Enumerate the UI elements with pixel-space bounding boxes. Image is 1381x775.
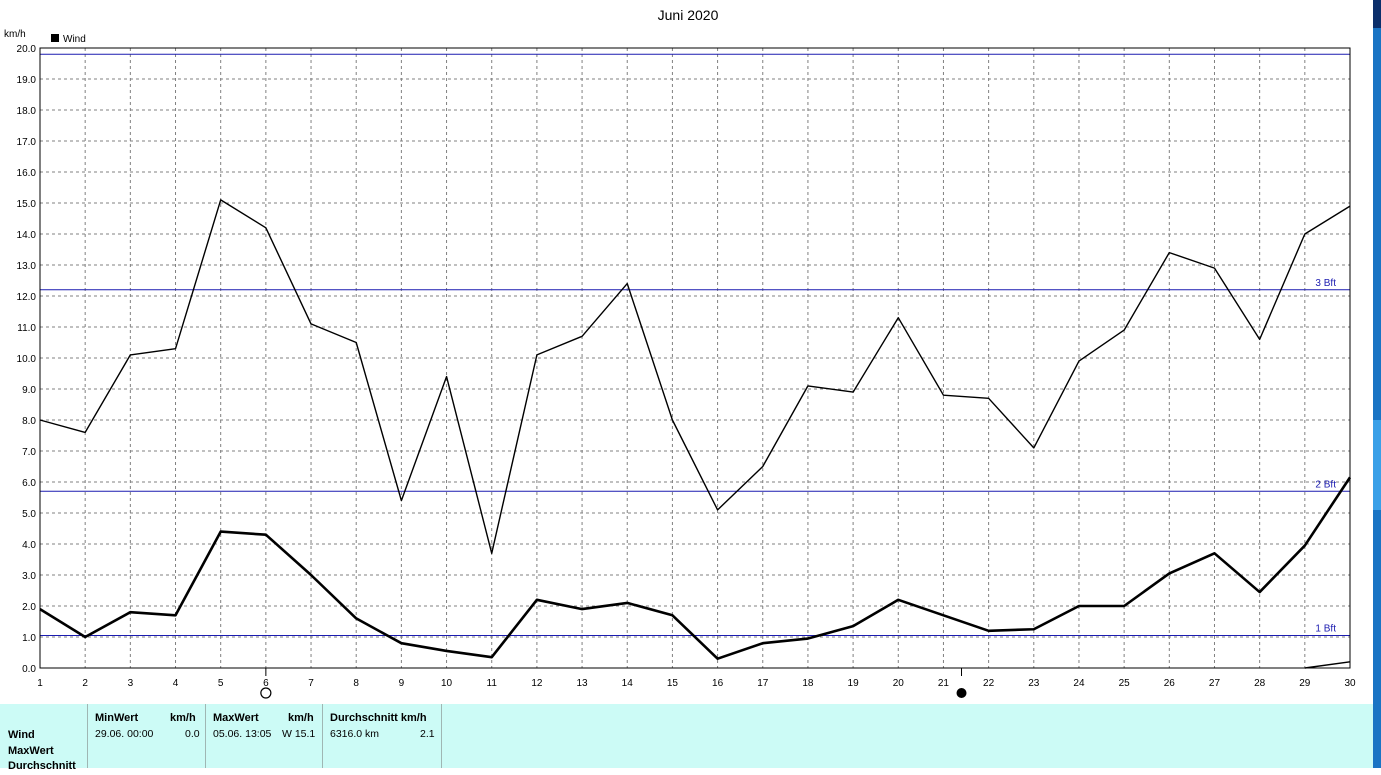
y-tick-label: 12.0 [17, 292, 37, 303]
y-tick-label: 9.0 [22, 385, 36, 396]
y-tick-label: 7.0 [22, 447, 36, 458]
statistics-panel: Wind MaxWert Durchschnitt MinWert km/h 2… [0, 704, 1373, 772]
y-tick-label: 11.0 [17, 323, 36, 334]
x-tick-label: 7 [308, 678, 314, 689]
y-tick-label: 1.0 [22, 633, 36, 644]
x-tick-label: 11 [487, 678, 498, 689]
chart-title: Juni 2020 [658, 7, 719, 23]
x-tick-label: 24 [1073, 678, 1085, 689]
stats-max-column: MaxWert km/h 05.06. 13:05 W 15.1 [205, 704, 323, 768]
plot-frame [39, 47, 1351, 669]
y-tick-label: 19.0 [17, 75, 37, 86]
y-axis-unit-label: km/h [4, 29, 26, 40]
reference-line-label: 2 Bft [1315, 479, 1336, 490]
legend-entry-wind: Wind [63, 34, 86, 45]
x-tick-label: 28 [1254, 678, 1266, 689]
y-tick-label: 8.0 [22, 416, 36, 427]
stats-row-durchschnitt: Durchschnitt [8, 760, 76, 772]
x-tick-label: 16 [712, 678, 724, 689]
series-line [39, 199, 1351, 554]
legend-swatch [51, 34, 59, 42]
series-line [1304, 661, 1351, 669]
stats-max-value: W 15.1 [282, 728, 316, 740]
y-tick-label: 10.0 [17, 354, 37, 365]
y-tick-label: 14.0 [17, 230, 37, 241]
stats-min-unit: km/h [170, 712, 196, 724]
x-tick-label: 5 [218, 678, 224, 689]
stats-row-maxwert: MaxWert [8, 744, 54, 757]
stats-min-datetime: 29.06. 00:00 [95, 728, 154, 740]
stats-avg-value: 2.1 [420, 728, 435, 740]
x-tick-label: 13 [577, 678, 589, 689]
window-edge-strip-highlight [1373, 420, 1381, 510]
reference-line-label: 3 Bft [1315, 278, 1336, 289]
stats-max-datetime: 05.06. 13:05 [213, 728, 272, 740]
stats-max-unit: km/h [288, 712, 314, 724]
x-tick-label: 8 [353, 678, 359, 689]
y-tick-label: 3.0 [22, 571, 36, 582]
reference-line-label: 1 Bft [1315, 623, 1336, 634]
y-tick-label: 18.0 [17, 106, 37, 117]
stats-min-header: MinWert [95, 712, 139, 724]
y-tick-label: 13.0 [17, 261, 37, 272]
x-tick-label: 12 [531, 678, 543, 689]
y-tick-label: 16.0 [17, 168, 37, 179]
y-tick-label: 2.0 [22, 602, 36, 613]
y-tick-label: 6.0 [22, 478, 36, 489]
x-tick-label: 4 [173, 678, 179, 689]
y-tick-label: 20.0 [17, 44, 37, 55]
stats-avg-distance: 6316.0 km [330, 728, 380, 740]
stats-min-value: 0.0 [185, 728, 200, 740]
x-tick-label: 25 [1119, 678, 1131, 689]
window-edge-strip [1373, 0, 1381, 768]
x-tick-label: 23 [1028, 678, 1040, 689]
x-tick-label: 30 [1344, 678, 1356, 689]
x-tick-label: 19 [848, 678, 860, 689]
x-tick-label: 20 [893, 678, 905, 689]
stats-row-wind: Wind [8, 729, 35, 741]
full-moon-icon [260, 687, 272, 699]
x-tick-label: 2 [82, 678, 88, 689]
y-tick-label: 5.0 [22, 509, 36, 520]
y-tick-label: 4.0 [22, 540, 36, 551]
y-tick-label: 17.0 [17, 137, 37, 148]
x-tick-label: 17 [757, 678, 769, 689]
x-tick-label: 26 [1164, 678, 1176, 689]
window-edge-strip-top [1373, 0, 1381, 28]
stats-avg-header: Durchschnitt km/h [330, 712, 427, 724]
new-moon-icon [956, 688, 967, 698]
x-tick-label: 14 [622, 678, 634, 689]
x-tick-label: 18 [802, 678, 814, 689]
x-tick-label: 29 [1299, 678, 1311, 689]
series-line [39, 476, 1352, 661]
x-tick-label: 27 [1209, 678, 1221, 689]
stats-max-header: MaxWert [213, 712, 259, 724]
x-tick-label: 10 [441, 678, 453, 689]
x-tick-label: 6 [263, 678, 269, 689]
x-tick-label: 22 [983, 678, 995, 689]
stats-min-column: MinWert km/h 29.06. 00:00 0.0 [87, 704, 206, 768]
x-tick-label: 15 [667, 678, 679, 689]
y-tick-label: 0.0 [22, 664, 36, 675]
x-tick-label: 9 [399, 678, 405, 689]
x-tick-label: 1 [37, 678, 43, 689]
x-tick-label: 3 [128, 678, 134, 689]
x-tick-label: 21 [938, 678, 950, 689]
y-tick-label: 15.0 [17, 199, 37, 210]
stats-avg-column: Durchschnitt km/h 6316.0 km 2.1 [322, 704, 442, 768]
